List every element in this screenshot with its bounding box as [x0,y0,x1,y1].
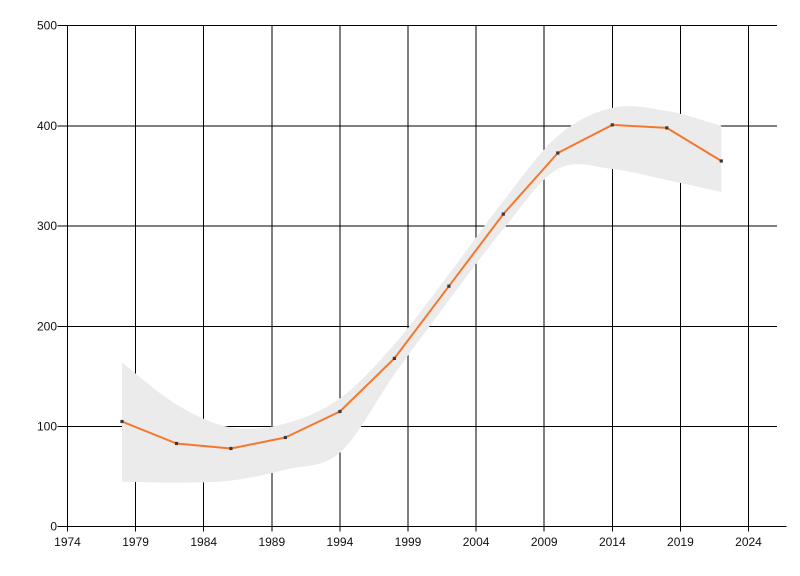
x-tick-label: 1999 [395,535,422,549]
data-point-marker [556,151,560,155]
axis-labels: 0 100 200 300 400 500 1974 1979 1984 1989 1994 1999… [37,19,762,549]
y-tick-label: 500 [37,19,57,33]
y-tick-label: 0 [50,520,57,534]
x-tick-label: 1974 [54,535,81,549]
x-tick-label: 1994 [327,535,354,549]
x-tick-label: 2004 [463,535,490,549]
x-tick-label: 2024 [735,535,762,549]
x-tick-label: 1979 [122,535,149,549]
data-point-marker [174,441,179,446]
data-point-marker [283,435,287,440]
x-tick-label: 2019 [667,535,694,549]
data-point-marker [501,212,505,216]
y-tick-label: 400 [37,119,57,133]
x-tick-label: 2009 [531,535,558,549]
data-point-marker [665,126,669,130]
x-tick-label: 1989 [258,535,285,549]
y-tick-label: 200 [37,319,57,333]
y-tick-label: 300 [37,219,57,233]
y-tick-label: 100 [37,420,57,434]
data-point-marker [392,356,396,360]
grid [57,25,787,532]
data-point-marker [120,419,124,424]
data-point-marker [447,284,451,288]
data-point-marker [610,123,614,127]
x-tick-label: 1984 [190,535,217,549]
data-point-marker [719,159,723,163]
x-tick-label: 2014 [599,535,626,549]
data-point-marker [229,446,233,451]
data-point-marker [338,409,342,414]
data-line [121,123,722,450]
data-point-markers [120,123,723,451]
